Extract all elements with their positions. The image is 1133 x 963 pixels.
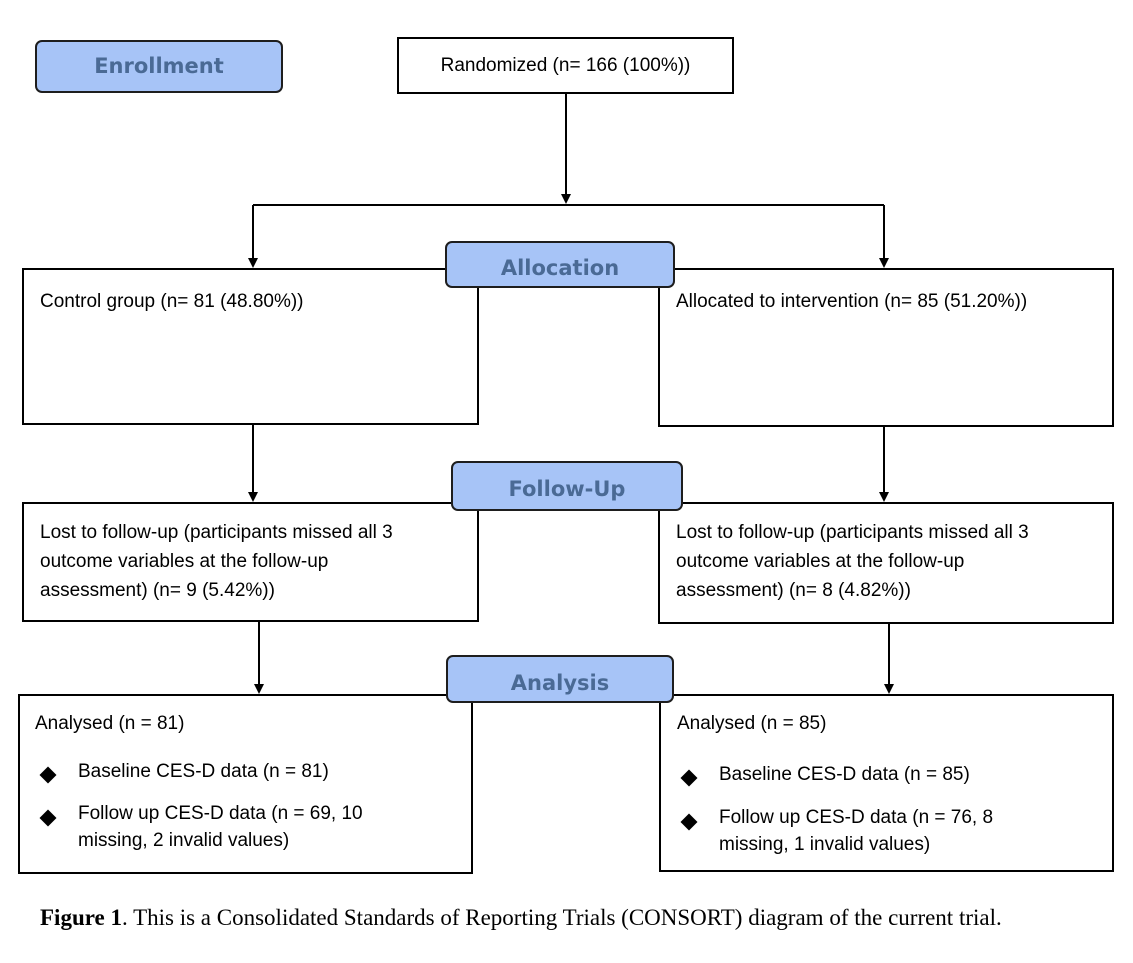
stage-analysis: Analysis [446,655,674,703]
intervention-baseline-label: Baseline CES-D data (n = 85) [719,764,970,785]
stage-allocation: Allocation [445,241,675,288]
control-followup-line1: Follow up CES-D data (n = 69, 10 [78,803,363,824]
intervention-allocation-label: Allocated to intervention (n= 85 (51.20%… [676,291,1028,312]
figure-caption: Figure 1. This is a Consolidated Standar… [40,905,1120,931]
intervention-lost-line3: assessment) (n= 8 (4.82%)) [676,580,911,601]
intervention-lost-box: Lost to follow-up (participants missed a… [658,502,1114,624]
control-allocation-box: Control group (n= 81 (48.80%)) [22,268,479,425]
intervention-analysed-label: Analysed (n = 85) [677,713,827,734]
stage-allocation-label: Allocation [500,256,620,280]
bullet-diamond-icon [680,813,698,831]
figure-caption-label: Figure 1 [40,905,122,930]
intervention-lost-line1: Lost to follow-up (participants missed a… [676,522,1029,543]
intervention-lost-line2: outcome variables at the follow-up [676,551,965,572]
control-analysed-box: Analysed (n = 81) Baseline CES-D data (n… [18,694,473,874]
intervention-allocation-box: Allocated to intervention (n= 85 (51.20%… [658,268,1114,427]
stage-enrollment: Enrollment [35,40,283,93]
stage-enrollment-label: Enrollment [94,54,224,78]
control-lost-box: Lost to follow-up (participants missed a… [22,502,479,622]
randomized-label: Randomized (n= 166 (100%)) [440,55,691,76]
intervention-followup-line1: Follow up CES-D data (n = 76, 8 [719,807,994,828]
bullet-diamond-icon [39,766,57,784]
stage-follow-up: Follow-Up [451,461,683,511]
control-lost-line3: assessment) (n= 9 (5.42%)) [40,580,275,601]
intervention-analysed-box: Analysed (n = 85) Baseline CES-D data (n… [659,694,1114,872]
control-analysed-label: Analysed (n = 81) [35,713,185,734]
control-baseline-label: Baseline CES-D data (n = 81) [78,761,329,782]
control-lost-line1: Lost to follow-up (participants missed a… [40,522,393,543]
stage-follow-up-label: Follow-Up [508,477,626,501]
control-allocation-label: Control group (n= 81 (48.80%)) [40,291,304,312]
figure-caption-text: . This is a Consolidated Standards of Re… [121,905,1002,930]
control-lost-line2: outcome variables at the follow-up [40,551,329,572]
intervention-followup-line2: missing, 1 invalid values) [719,834,931,855]
randomized-box: Randomized (n= 166 (100%)) [397,37,734,94]
stage-analysis-label: Analysis [510,671,610,695]
control-followup-line2: missing, 2 invalid values) [78,830,290,851]
bullet-diamond-icon [680,769,698,787]
bullet-diamond-icon [39,809,57,827]
